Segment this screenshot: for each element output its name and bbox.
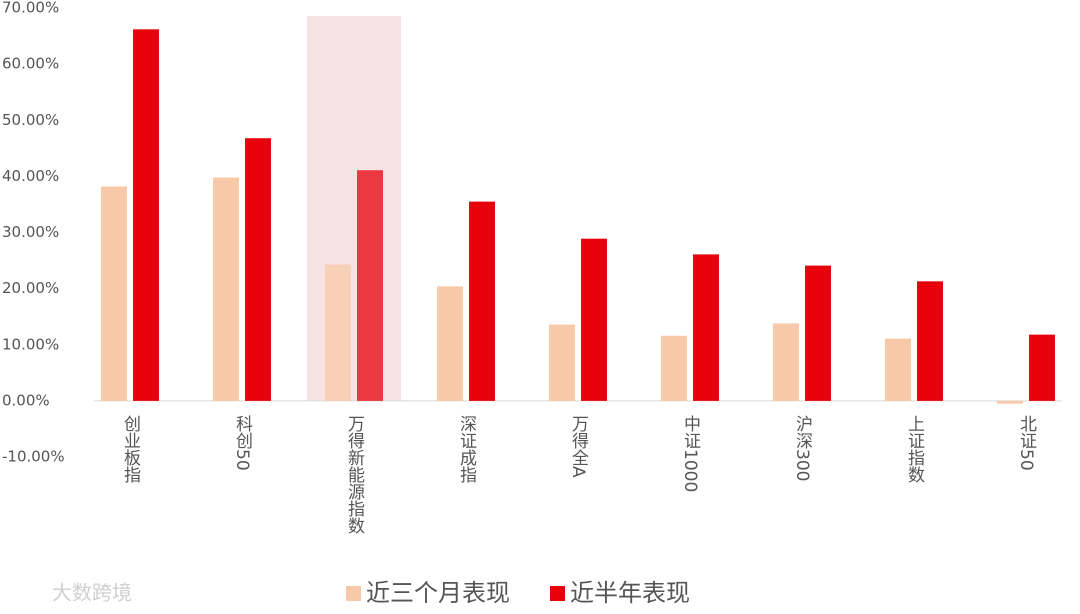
legend-swatch <box>346 586 361 601</box>
y-tick-label: 60.00% <box>2 55 59 73</box>
bar <box>773 323 799 401</box>
bar <box>917 281 943 401</box>
watermark: 大数跨境 <box>52 581 132 605</box>
bar <box>213 177 239 401</box>
bar <box>437 286 463 401</box>
bar <box>997 400 1023 404</box>
x-tick-label: 科创50 <box>232 415 253 471</box>
y-tick-label: 20.00% <box>2 279 59 297</box>
y-tick-label: 0.00% <box>2 391 50 409</box>
x-tick-label: 北证50 <box>1016 415 1037 471</box>
x-tick-label: 沪深300 <box>792 415 813 481</box>
y-tick-label: 10.00% <box>2 335 59 353</box>
bar <box>693 254 719 401</box>
x-tick-label: 深证成指 <box>456 415 477 484</box>
bar <box>469 201 495 401</box>
y-tick-label: 70.00% <box>2 0 59 17</box>
bar <box>1029 334 1055 401</box>
bar <box>133 29 159 401</box>
bar <box>245 138 271 401</box>
bar <box>357 170 383 401</box>
bar <box>325 264 351 401</box>
x-tick-label: 万得全A <box>568 415 589 478</box>
y-tick-label: 40.00% <box>2 167 59 185</box>
bar <box>805 265 831 401</box>
legend-swatch <box>550 586 565 601</box>
legend-label: 近三个月表现 <box>366 579 510 607</box>
legend-label: 近半年表现 <box>570 579 690 607</box>
bar <box>101 186 127 401</box>
highlight-overlay <box>307 16 401 401</box>
y-tick-label: 50.00% <box>2 111 59 129</box>
x-tick-label: 万得新能源指数 <box>344 415 365 534</box>
y-tick-label: -10.00% <box>2 448 65 466</box>
x-tick-label: 上证指数 <box>904 415 925 483</box>
bar <box>549 324 575 401</box>
bar <box>661 335 687 401</box>
x-tick-label: 中证1000 <box>680 415 701 492</box>
highlight-band <box>307 16 401 401</box>
bar <box>885 338 911 401</box>
x-tick-label: 创业板指 <box>120 415 141 484</box>
bar <box>581 238 607 401</box>
y-tick-label: 30.00% <box>2 223 59 241</box>
